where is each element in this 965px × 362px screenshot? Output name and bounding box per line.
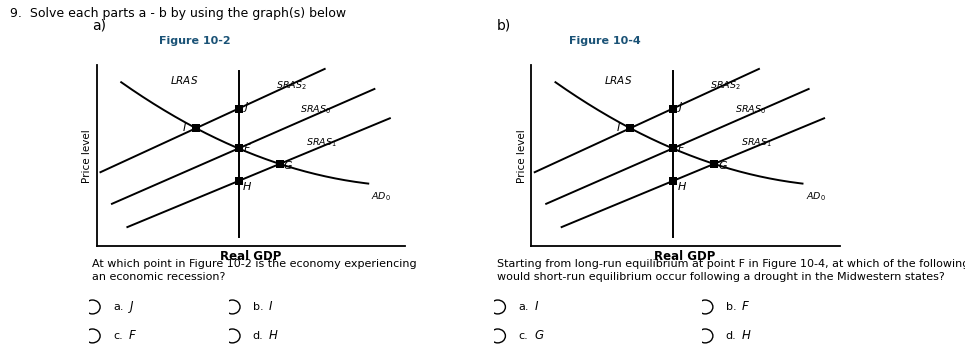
Text: a): a) bbox=[92, 18, 106, 32]
Text: a.: a. bbox=[113, 302, 124, 312]
Text: d.: d. bbox=[253, 331, 263, 341]
Text: $\it{I}$: $\it{I}$ bbox=[182, 121, 187, 133]
Text: $\it{G}$: $\it{G}$ bbox=[534, 329, 544, 342]
Text: $\it{I}$: $\it{I}$ bbox=[268, 300, 273, 313]
Text: 9.  Solve each parts a - b by using the graph(s) below: 9. Solve each parts a - b by using the g… bbox=[10, 7, 345, 20]
Text: $\it{SRAS}_0$: $\it{SRAS}_0$ bbox=[300, 104, 331, 116]
Text: $\it{G}$: $\it{G}$ bbox=[284, 159, 293, 171]
Text: Figure 10-4: Figure 10-4 bbox=[569, 36, 641, 46]
Text: $\it{H}$: $\it{H}$ bbox=[268, 329, 279, 342]
Text: $\it{SRAS}_0$: $\it{SRAS}_0$ bbox=[734, 104, 765, 116]
Text: $\it{G}$: $\it{G}$ bbox=[718, 159, 728, 171]
Text: b.: b. bbox=[726, 302, 736, 312]
X-axis label: Real GDP: Real GDP bbox=[654, 251, 716, 263]
Text: $\it{AD}_0$: $\it{AD}_0$ bbox=[372, 191, 392, 203]
Text: $\it{LRAS}$: $\it{LRAS}$ bbox=[604, 73, 633, 86]
Text: $\it{F}$: $\it{F}$ bbox=[741, 300, 750, 313]
Text: $\it{SRAS}_1$: $\it{SRAS}_1$ bbox=[741, 137, 771, 149]
Text: $\it{F}$: $\it{F}$ bbox=[243, 142, 252, 153]
Text: Starting from long-run equilibrium at point F in Figure 10-4, at which of the fo: Starting from long-run equilibrium at po… bbox=[497, 259, 965, 282]
Text: b.: b. bbox=[253, 302, 263, 312]
Text: c.: c. bbox=[113, 331, 123, 341]
Text: $\it{LRAS}$: $\it{LRAS}$ bbox=[170, 73, 199, 86]
Text: At which point in Figure 10-2 is the economy experiencing
an economic recession?: At which point in Figure 10-2 is the eco… bbox=[92, 259, 416, 282]
Text: $\it{H}$: $\it{H}$ bbox=[676, 180, 686, 191]
Text: $\it{J}$: $\it{J}$ bbox=[243, 100, 250, 114]
Text: d.: d. bbox=[726, 331, 736, 341]
Text: $\it{AD}_0$: $\it{AD}_0$ bbox=[806, 191, 826, 203]
Text: $\it{I}$: $\it{I}$ bbox=[534, 300, 538, 313]
Text: $\it{H}$: $\it{H}$ bbox=[741, 329, 752, 342]
Text: $\it{SRAS}_2$: $\it{SRAS}_2$ bbox=[276, 79, 306, 92]
Text: b): b) bbox=[497, 18, 511, 32]
Text: $\it{J}$: $\it{J}$ bbox=[128, 299, 135, 315]
Text: $\it{SRAS}_2$: $\it{SRAS}_2$ bbox=[710, 79, 740, 92]
Text: $\it{F}$: $\it{F}$ bbox=[128, 329, 137, 342]
Text: $\it{F}$: $\it{F}$ bbox=[677, 142, 686, 153]
Text: a.: a. bbox=[518, 302, 529, 312]
Text: $\it{SRAS}_1$: $\it{SRAS}_1$ bbox=[307, 137, 337, 149]
Text: Figure 10-2: Figure 10-2 bbox=[159, 36, 231, 46]
Y-axis label: Price level: Price level bbox=[82, 129, 93, 182]
X-axis label: Real GDP: Real GDP bbox=[220, 251, 282, 263]
Text: $\it{H}$: $\it{H}$ bbox=[242, 180, 252, 191]
Text: c.: c. bbox=[518, 331, 528, 341]
Text: $\it{I}$: $\it{I}$ bbox=[617, 121, 621, 133]
Y-axis label: Price level: Price level bbox=[516, 129, 527, 182]
Text: $\it{J}$: $\it{J}$ bbox=[677, 100, 684, 114]
